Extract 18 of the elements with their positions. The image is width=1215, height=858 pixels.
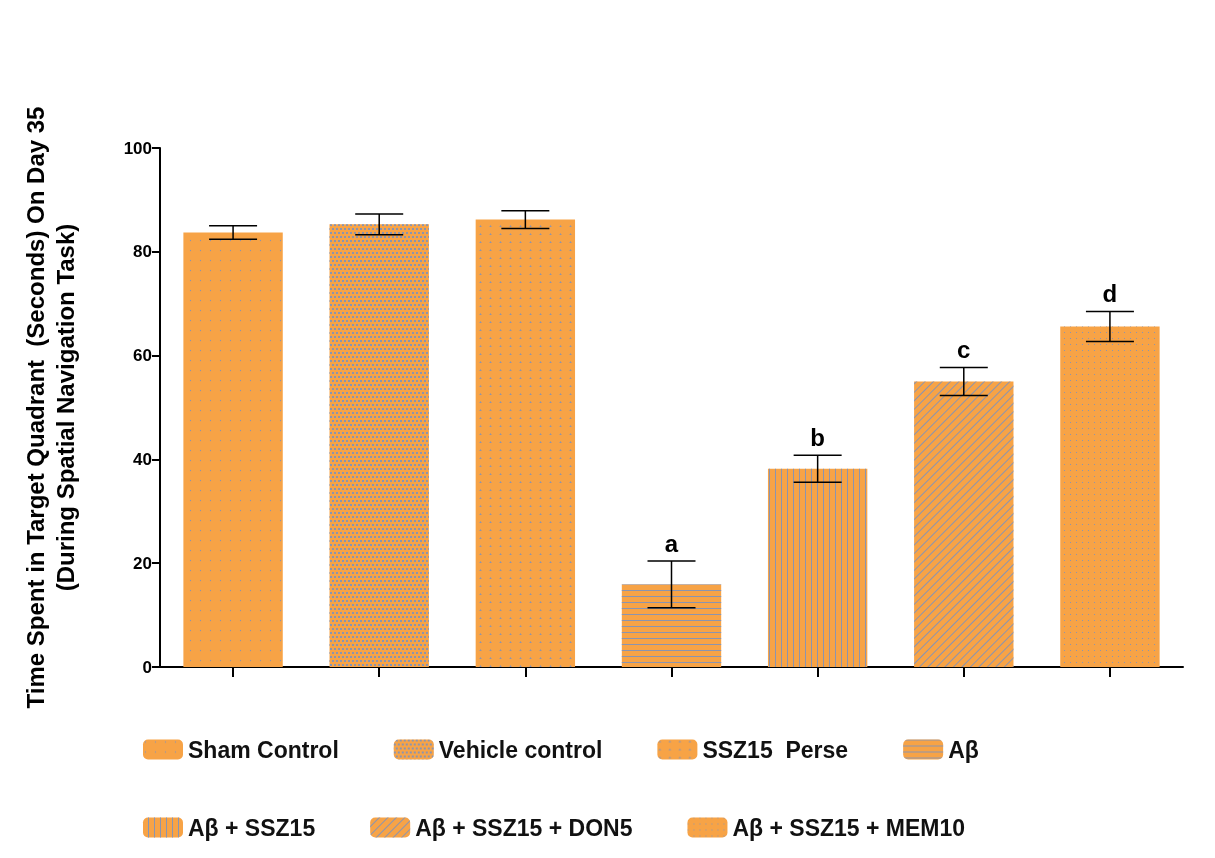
legend-label: Vehicle control bbox=[438, 736, 603, 763]
y-tick-label: 80 bbox=[133, 242, 152, 262]
legend-label: Aβ + SSZ15 + DON5 bbox=[415, 814, 633, 841]
y-axis-title: Time Spent in Target Quadrant (Seconds) On Day 35 (During Spatial Navigation Task) bbox=[21, 106, 79, 709]
legend-label: Aβ + SSZ15 bbox=[188, 814, 316, 841]
y-tick-label: 0 bbox=[142, 657, 152, 677]
y-tick-label: 60 bbox=[133, 346, 152, 366]
legend-label: Aβ bbox=[948, 736, 979, 763]
y-tick-label: 40 bbox=[133, 449, 152, 469]
legend-label: SSZ15 Perse bbox=[702, 736, 849, 763]
y-tick-label: 20 bbox=[133, 553, 152, 573]
legend-label: Aβ + SSZ15 + MEM10 bbox=[732, 814, 966, 841]
data-label: c bbox=[957, 336, 971, 364]
legend-label: Sham Control bbox=[188, 736, 339, 763]
data-label: a bbox=[664, 529, 679, 557]
data-label: b bbox=[810, 423, 825, 451]
y-tick-label: 100 bbox=[123, 138, 152, 158]
data-label: d bbox=[1102, 279, 1118, 307]
